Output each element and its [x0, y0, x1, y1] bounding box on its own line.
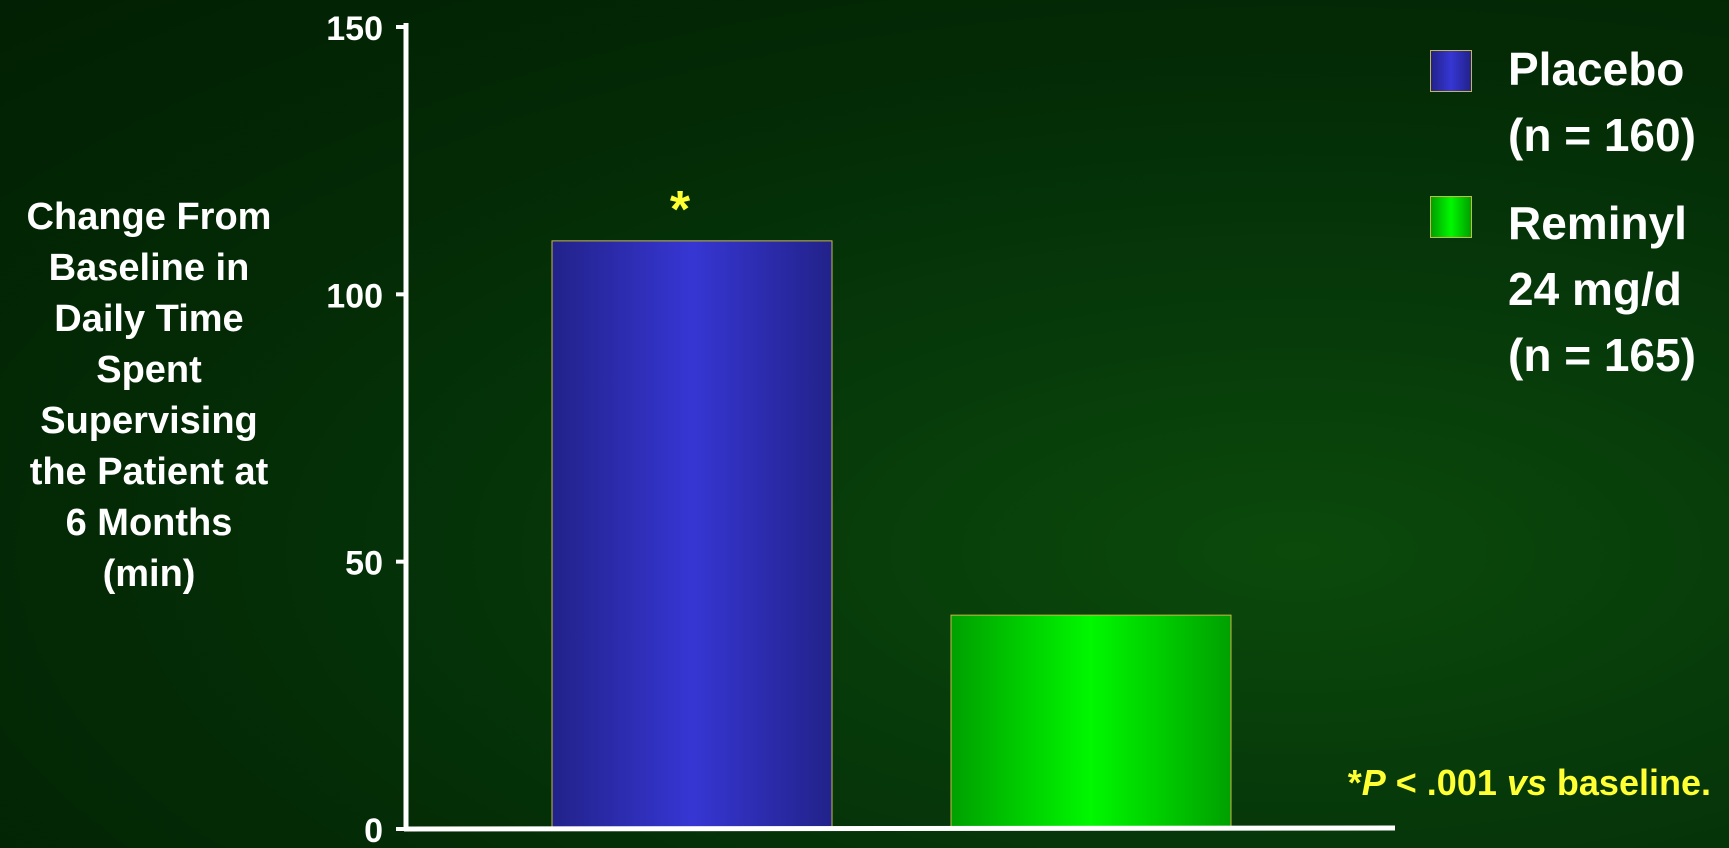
x-axis-line — [403, 825, 1396, 832]
footnote: *P < .001 vs baseline. — [1348, 762, 1711, 804]
bar-1 — [950, 614, 1232, 830]
y-tick-label: 50 — [345, 545, 383, 583]
y-tick-label: 0 — [364, 812, 383, 848]
bar-0 — [551, 240, 833, 830]
footnote-text: baseline. — [1546, 762, 1711, 803]
y-axis-label-line: the Patient at — [29, 451, 269, 493]
y-axis-label-line: Change From — [26, 196, 272, 238]
legend-label-line: (n = 160) — [1508, 109, 1696, 161]
legend-label-line: Reminyl — [1508, 197, 1687, 249]
y-tick-label: 100 — [326, 277, 383, 315]
legend-label-line: Placebo — [1508, 43, 1685, 95]
y-axis-label-line: 6 Months — [65, 502, 233, 544]
footnote-p: P — [1361, 762, 1386, 803]
y-axis-label-line: Supervising — [40, 400, 258, 442]
legend-label-line: 24 mg/d — [1508, 263, 1682, 315]
legend-item-placebo: Placebo (n = 160) — [1428, 43, 1728, 182]
y-axis-label-line: Spent — [96, 349, 202, 391]
footnote-text: < .001 — [1385, 762, 1507, 803]
footnote-star: * — [1347, 762, 1362, 803]
significance-marker: * — [670, 181, 691, 239]
legend-swatch-placebo — [1430, 50, 1472, 92]
legend-label-reminyl: Reminyl 24 mg/d (n = 165) — [1508, 190, 1696, 388]
footnote-vs: vs — [1506, 762, 1547, 803]
legend-swatch-reminyl — [1430, 196, 1472, 238]
y-axis-label-line: (min) — [102, 553, 196, 595]
y-axis-label-line: Baseline in — [48, 247, 250, 289]
legend-item-reminyl: Reminyl 24 mg/d (n = 165) — [1428, 196, 1728, 396]
legend-label-line: (n = 165) — [1508, 329, 1696, 381]
legend: Placebo (n = 160) Reminyl 24 mg/d (n = 1… — [1428, 43, 1728, 410]
y-axis-label-line: Daily Time — [54, 298, 244, 340]
y-tick-label: 150 — [326, 10, 383, 48]
y-axis-label: Change From Baseline in Daily Time Spent… — [0, 192, 298, 600]
legend-label-placebo: Placebo (n = 160) — [1508, 36, 1696, 168]
